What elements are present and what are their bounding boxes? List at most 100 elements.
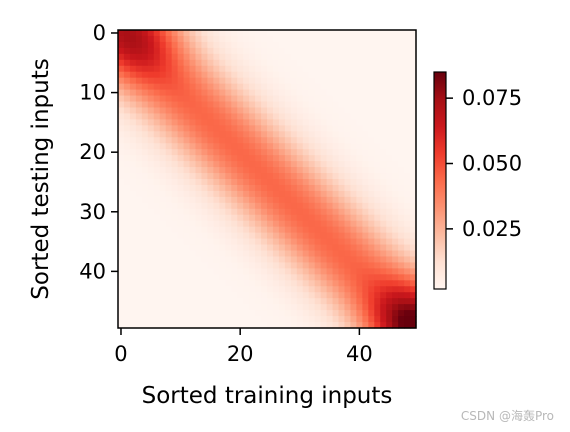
heatmap-cell [272, 131, 280, 138]
heatmap-cell [278, 173, 286, 180]
heatmap-cell [404, 101, 411, 109]
heatmap-cell [326, 71, 334, 79]
heatmap-cell [225, 316, 232, 323]
heatmap-cell [368, 143, 375, 150]
heatmap-cell [189, 71, 197, 79]
heatmap-cell [123, 131, 131, 138]
heatmap-cell [362, 322, 369, 329]
heatmap-cell [404, 280, 411, 287]
heatmap-cell [350, 71, 357, 79]
heatmap-cell [237, 286, 244, 293]
heatmap-cell [129, 137, 137, 144]
heatmap-cell [368, 47, 375, 55]
heatmap-cell [302, 232, 310, 240]
heatmap-cell [207, 77, 214, 85]
heatmap-cell [183, 310, 191, 317]
heatmap-cell [302, 196, 310, 204]
heatmap-cell [219, 143, 226, 150]
heatmap-cell [129, 214, 137, 222]
heatmap-cell [135, 173, 143, 180]
heatmap-cell [362, 47, 369, 55]
heatmap-cell [153, 95, 161, 103]
heatmap-cell [272, 53, 280, 61]
heatmap-cell [237, 113, 244, 120]
heatmap-cell [314, 214, 322, 222]
heatmap-cell [153, 47, 161, 55]
heatmap-cell [159, 47, 167, 55]
heatmap-cell [195, 77, 203, 85]
heatmap-cell [308, 280, 316, 287]
heatmap-cell [338, 59, 346, 67]
heatmap-cell [398, 65, 405, 73]
heatmap-cell [207, 167, 214, 174]
heatmap-cell [356, 238, 363, 246]
heatmap-cell [129, 125, 137, 132]
heatmap-cell [392, 286, 399, 293]
heatmap-cell [237, 30, 244, 37]
heatmap-cell [314, 53, 322, 61]
heatmap-cell [231, 137, 238, 144]
heatmap-cell [255, 202, 262, 210]
heatmap-cell [123, 107, 131, 115]
heatmap-cell [332, 214, 340, 222]
plot-frame [117, 29, 417, 329]
heatmap-cell [410, 137, 417, 144]
heatmap-cell [201, 71, 208, 79]
heatmap-cell [231, 149, 238, 156]
heatmap-cell [165, 184, 173, 192]
heatmap-cell [129, 280, 137, 287]
heatmap-cell [243, 304, 250, 311]
heatmap-cell [267, 149, 274, 156]
heatmap-cell [326, 47, 334, 55]
heatmap-cell [147, 274, 155, 281]
heatmap-cell [129, 107, 137, 115]
heatmap-cell [183, 244, 191, 252]
heatmap-cell [207, 89, 214, 97]
heatmap-cell [362, 167, 369, 174]
heatmap-cell [147, 59, 155, 67]
heatmap-cell [123, 65, 131, 73]
heatmap-cell [398, 298, 405, 305]
heatmap-cell [344, 268, 352, 275]
heatmap-cell [368, 220, 375, 228]
heatmap-cell [410, 190, 417, 198]
heatmap-cell [219, 214, 226, 222]
heatmap-cell [278, 322, 286, 329]
heatmap-cell [308, 137, 316, 144]
heatmap-cell [386, 167, 393, 174]
heatmap-cell [386, 220, 393, 228]
heatmap-cell [290, 137, 298, 144]
heatmap-cell [243, 214, 250, 222]
heatmap-cell [392, 208, 399, 216]
heatmap-cell [261, 244, 268, 252]
heatmap-cell [183, 196, 191, 204]
heatmap-cell [159, 244, 167, 252]
heatmap-cell [261, 268, 268, 275]
heatmap-cell [350, 179, 357, 186]
heatmap-cell [404, 274, 411, 281]
heatmap-cell [338, 173, 346, 180]
heatmap-cell [165, 292, 173, 299]
heatmap-cell [183, 95, 191, 103]
heatmap-cell [302, 95, 310, 103]
heatmap-cell [225, 232, 232, 240]
heatmap-cell [243, 107, 250, 115]
heatmap-cell [237, 53, 244, 61]
heatmap-cell [350, 107, 357, 115]
heatmap-cell [231, 95, 238, 103]
heatmap-cell [171, 322, 179, 329]
heatmap-cell [237, 143, 244, 150]
heatmap-cell [362, 143, 369, 150]
heatmap-cell [249, 208, 256, 216]
heatmap-cell [201, 310, 208, 317]
heatmap-cell [213, 202, 220, 210]
heatmap-cell [159, 113, 167, 120]
heatmap-cell [201, 95, 208, 103]
heatmap-cell [171, 30, 179, 37]
heatmap-cell [243, 83, 250, 91]
heatmap-cell [213, 101, 220, 109]
heatmap-cell [159, 179, 167, 186]
heatmap-cell [171, 113, 179, 120]
heatmap-cell [332, 274, 340, 281]
